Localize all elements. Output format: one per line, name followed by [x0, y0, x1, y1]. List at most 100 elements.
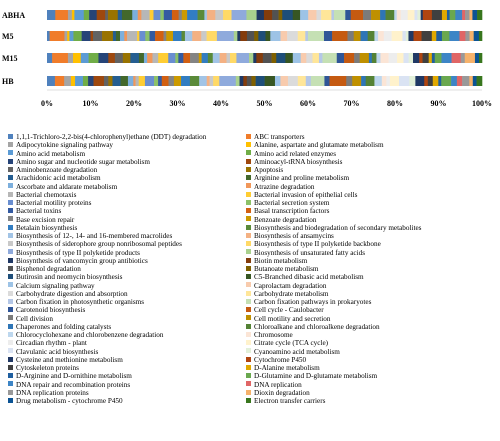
bar-segment	[67, 53, 74, 63]
bar-segment	[424, 76, 429, 86]
bar-segment	[249, 53, 254, 63]
legend-item: Betalain biosynthesis	[8, 224, 77, 232]
legend-swatch	[8, 323, 13, 329]
legend-label: Biosynthesis of 12-, 14- and 16-membered…	[16, 232, 173, 240]
bar-segment	[155, 31, 164, 41]
legend-swatch	[246, 290, 251, 296]
bar-segment	[215, 10, 224, 20]
legend-label: Bacterial toxins	[16, 207, 62, 216]
legend-item: Biosynthesis of 12-, 14- and 16-membered…	[8, 232, 172, 240]
legend-label: Cyanoamino acid metabolism	[254, 347, 340, 356]
bar-segment	[184, 31, 193, 41]
bar-segment	[154, 76, 159, 86]
bar-segment	[345, 10, 352, 20]
bar-segment	[360, 31, 368, 41]
bar-segment	[381, 76, 387, 86]
bar-segment	[213, 76, 220, 86]
legend-item: Bacterial invasion of epithelial cells	[246, 191, 357, 199]
legend-label: Alanine, aspartate and glutamate metabol…	[254, 141, 384, 150]
bar-segment	[158, 76, 163, 86]
legend-label: Amino acid metabolism	[16, 149, 86, 158]
legend-item: Citrate cycle (TCA cycle)	[246, 339, 328, 347]
legend-swatch	[8, 298, 13, 304]
bar-segment	[464, 53, 476, 63]
legend-item: Butanoate metabolism	[246, 265, 318, 273]
legend-swatch	[246, 199, 251, 205]
legend-item: Electron transfer carriers	[246, 397, 325, 405]
bar-segment	[103, 76, 109, 86]
legend-item: Cell cycle - Caulobacter	[246, 306, 324, 314]
bar-segment	[107, 10, 119, 20]
bar-segment	[318, 53, 323, 63]
bar-segment	[472, 10, 478, 20]
bar-segment	[407, 10, 415, 20]
legend-label: Adipocytokine signaling pathway	[16, 141, 114, 150]
legend-swatch	[8, 166, 13, 172]
bar-segment	[388, 53, 398, 63]
legend-item: Base excision repair	[8, 216, 74, 224]
legend-swatch	[8, 150, 13, 156]
legend-item: Ascorbate and aldarate metabolism	[8, 183, 117, 191]
legend-item: Biosynthesis of type II polyketide backb…	[246, 240, 381, 248]
legend-swatch	[246, 241, 251, 247]
bar-segment	[316, 10, 322, 20]
bar-segment	[64, 76, 72, 86]
bar-segment	[451, 76, 458, 86]
bar-segment	[73, 31, 82, 41]
bar-segment	[421, 31, 433, 41]
bar-segment	[175, 53, 179, 63]
bar-segment	[206, 31, 218, 41]
legend-swatch	[8, 133, 13, 139]
bar-segment	[455, 10, 463, 20]
row-label: HB	[2, 77, 14, 86]
bar-segment	[93, 76, 105, 86]
bar-segment	[474, 53, 480, 63]
bar-segment	[428, 53, 433, 63]
legend-label: D-Alanine metabolism	[254, 364, 320, 372]
legend-swatch	[246, 331, 251, 337]
bar-segment	[92, 31, 103, 41]
bar-segment	[469, 76, 474, 86]
legend-swatch	[246, 265, 251, 271]
legend-swatch	[246, 364, 251, 370]
bar-segment	[168, 53, 176, 63]
legend-item: DNA replication proteins	[8, 389, 89, 397]
bar-segment	[331, 10, 335, 20]
legend-label: Butirosin and neomycin biosynthesis	[16, 273, 123, 282]
bar-segment	[120, 31, 125, 41]
bar-segment	[246, 76, 252, 86]
bar-segment	[405, 31, 409, 41]
bar-segment	[374, 76, 383, 86]
row-label: ABHA	[2, 11, 25, 20]
legend-swatch	[246, 298, 251, 304]
bar-segment	[166, 31, 174, 41]
legend-label: Bacterial motility proteins	[16, 199, 92, 207]
bar-segment	[308, 10, 317, 20]
bar-segment	[367, 31, 375, 41]
legend-label: Benzoate degradation	[254, 215, 317, 224]
legend-swatch	[246, 348, 251, 354]
bar-segment	[280, 76, 289, 86]
bar-segment	[478, 31, 483, 41]
legend-swatch	[246, 224, 251, 230]
bar-segment	[117, 10, 123, 20]
bar-segment	[386, 76, 391, 86]
bar-segment	[408, 53, 414, 63]
bar-segment	[160, 10, 165, 20]
bar-segment	[206, 10, 216, 20]
legend-label: Chloroalkane and chloroalkene degradatio…	[254, 322, 380, 331]
bar-segment	[83, 10, 90, 20]
bar-segment	[74, 10, 85, 20]
legend-label: Bacterial chemotaxis	[16, 190, 77, 199]
legend-item: Cell motility and secretion	[246, 315, 330, 323]
bar-segment	[138, 53, 145, 63]
bar-segment	[469, 10, 473, 20]
bar-segment	[413, 31, 422, 41]
legend-label: Amino acid related enzymes	[254, 149, 337, 158]
legend-item: Biosynthesis of siderophore group nonrib…	[8, 240, 182, 248]
bar-segment	[310, 76, 325, 86]
bars-layer	[47, 10, 483, 86]
bar-segment	[333, 10, 346, 20]
bar-segment	[307, 31, 325, 41]
legend-swatch	[8, 224, 13, 230]
